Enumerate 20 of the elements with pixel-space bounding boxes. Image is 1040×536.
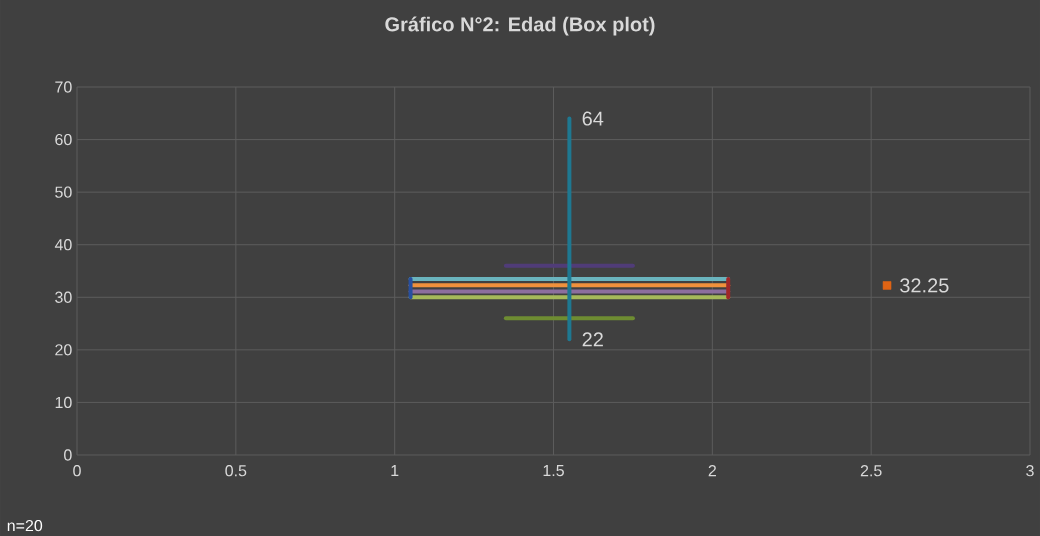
y-tick-label: 0 bbox=[64, 449, 72, 461]
data-label: 32.25 bbox=[900, 278, 949, 293]
x-tick-label: 0.5 bbox=[225, 465, 247, 477]
y-tick-label: 40 bbox=[54, 239, 72, 251]
x-tick-label: 0 bbox=[73, 465, 81, 477]
y-tick-label: 30 bbox=[55, 291, 72, 303]
y-tick-label: 60 bbox=[55, 133, 72, 146]
y-tick-label: 70 bbox=[55, 81, 72, 93]
data-label: 64 bbox=[582, 111, 604, 126]
y-tick-label: 50 bbox=[55, 186, 72, 198]
y-tick-label: 20 bbox=[55, 344, 72, 356]
text: n=20 bbox=[7, 519, 43, 532]
x-tick-label: 1.5 bbox=[543, 465, 564, 477]
x-tick-label: 3 bbox=[1026, 465, 1034, 477]
x-tick-label: 2.5 bbox=[860, 465, 882, 477]
x-tick-label: 2 bbox=[708, 465, 716, 477]
data-label: 22 bbox=[582, 332, 603, 347]
chart-title: Gráfico N°2: Edad (Box plot) bbox=[385, 16, 655, 36]
x-tick-label: 1 bbox=[391, 465, 399, 477]
y-tick-label: 10 bbox=[55, 396, 72, 409]
